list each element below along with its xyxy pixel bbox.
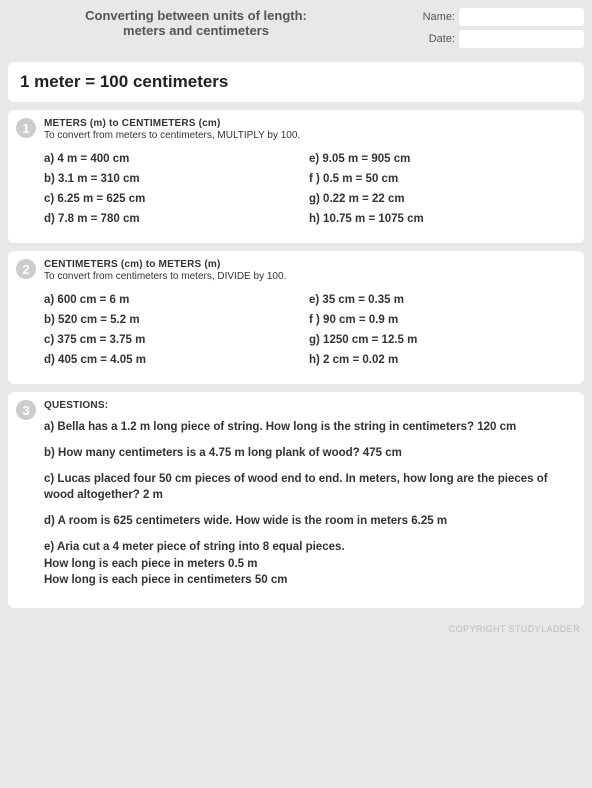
question-e-line1: e) Aria cut a 4 meter piece of string in…: [44, 539, 574, 555]
s2-item-d: d) 405 cm = 4.05 m: [44, 354, 309, 366]
s1-item-d: d) 7.8 m = 780 cm: [44, 213, 309, 225]
date-label: Date:: [429, 33, 455, 45]
question-c: c) Lucas placed four 50 cm pieces of woo…: [44, 471, 574, 503]
section-1-col-left: a) 4 m = 400 cm b) 3.1 m = 310 cm c) 6.2…: [44, 147, 309, 233]
s2-item-h: h) 2 cm = 0.02 m: [309, 354, 574, 366]
section-2-title: CENTIMETERS (cm) to METERS (m): [44, 259, 574, 270]
s1-item-c: c) 6.25 m = 625 cm: [44, 193, 309, 205]
section-2-col-right: e) 35 cm = 0.35 m f ) 90 cm = 0.9 m g) 1…: [309, 288, 574, 374]
question-d: d) A room is 625 centimeters wide. How w…: [44, 513, 574, 529]
s1-item-g: g) 0.22 m = 22 cm: [309, 193, 574, 205]
copyright-text: COPYRIGHT STUDYLADDER: [0, 624, 592, 634]
s2-item-b: b) 520 cm = 5.2 m: [44, 314, 309, 326]
section-1-desc: To convert from meters to centimeters, M…: [44, 130, 574, 141]
name-input[interactable]: [459, 8, 584, 26]
question-e-line2: How long is each piece in meters 0.5 m: [44, 556, 574, 572]
s2-item-a: a) 600 cm = 6 m: [44, 294, 309, 306]
title-line-1: Converting between units of length:: [8, 8, 384, 23]
s1-item-a: a) 4 m = 400 cm: [44, 153, 309, 165]
section-2-desc: To convert from centimeters to meters, D…: [44, 271, 574, 282]
question-e: e) Aria cut a 4 meter piece of string in…: [44, 539, 574, 587]
name-label: Name:: [423, 11, 455, 23]
s2-item-e: e) 35 cm = 0.35 m: [309, 294, 574, 306]
s2-item-g: g) 1250 cm = 12.5 m: [309, 334, 574, 346]
worksheet-title: Converting between units of length: mete…: [8, 8, 384, 52]
header: Converting between units of length: mete…: [8, 8, 584, 52]
s1-item-b: b) 3.1 m = 310 cm: [44, 173, 309, 185]
s1-item-e: e) 9.05 m = 905 cm: [309, 153, 574, 165]
section-1-title: METERS (m) to CENTIMETERS (cm): [44, 118, 574, 129]
question-a: a) Bella has a 1.2 m long piece of strin…: [44, 419, 574, 435]
section-number-3: 3: [16, 400, 36, 420]
section-number-1: 1: [16, 118, 36, 138]
section-2: 2 CENTIMETERS (cm) to METERS (m) To conv…: [8, 251, 584, 384]
title-line-2: meters and centimeters: [8, 23, 384, 38]
s1-item-f: f ) 0.5 m = 50 cm: [309, 173, 574, 185]
conversion-fact: 1 meter = 100 centimeters: [8, 62, 584, 102]
meta-fields: Name: Date:: [384, 8, 584, 52]
section-1-col-right: e) 9.05 m = 905 cm f ) 0.5 m = 50 cm g) …: [309, 147, 574, 233]
section-number-2: 2: [16, 259, 36, 279]
section-3-title: QUESTIONS:: [44, 400, 574, 411]
section-3: 3 QUESTIONS: a) Bella has a 1.2 m long p…: [8, 392, 584, 608]
s2-item-c: c) 375 cm = 3.75 m: [44, 334, 309, 346]
section-2-col-left: a) 600 cm = 6 m b) 520 cm = 5.2 m c) 375…: [44, 288, 309, 374]
date-input[interactable]: [459, 30, 584, 48]
worksheet-page: Converting between units of length: mete…: [0, 0, 592, 624]
question-b: b) How many centimeters is a 4.75 m long…: [44, 445, 574, 461]
s1-item-h: h) 10.75 m = 1075 cm: [309, 213, 574, 225]
question-e-line3: How long is each piece in centimeters 50…: [44, 572, 574, 588]
s2-item-f: f ) 90 cm = 0.9 m: [309, 314, 574, 326]
section-1: 1 METERS (m) to CENTIMETERS (cm) To conv…: [8, 110, 584, 243]
